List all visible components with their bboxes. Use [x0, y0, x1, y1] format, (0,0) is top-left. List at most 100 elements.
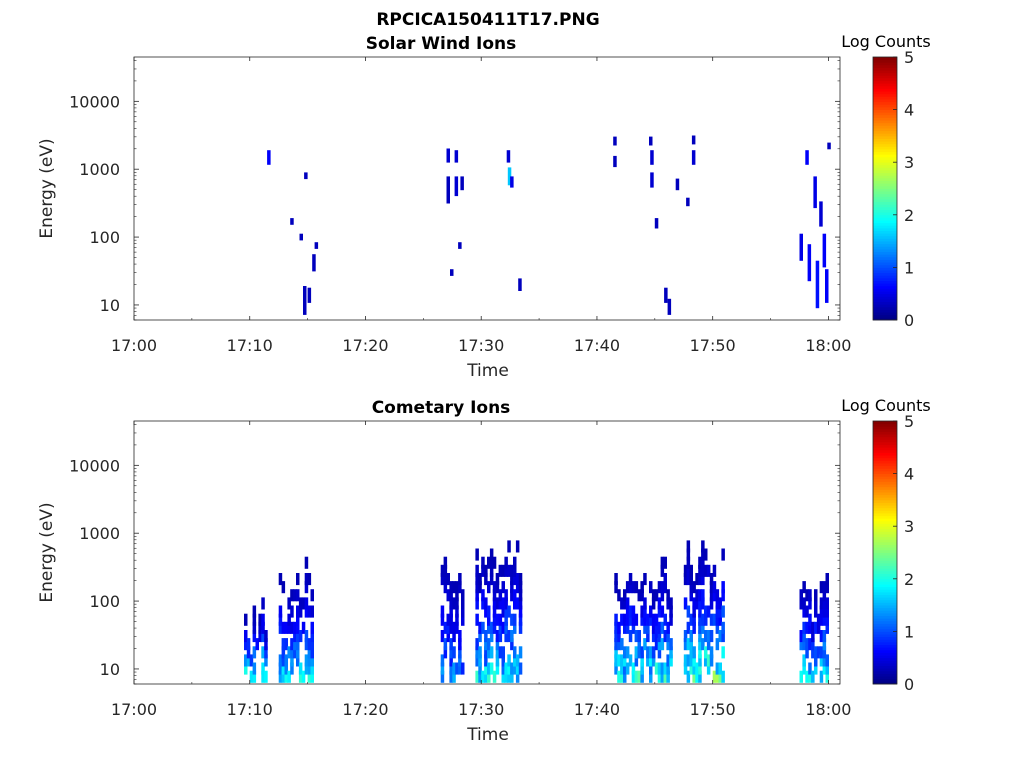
colorbar-segment [873, 78, 897, 82]
heatmap-cell [307, 654, 312, 667]
heatmap-cell [695, 573, 699, 586]
heatmap-cell [261, 670, 265, 683]
heatmap-cell [715, 605, 720, 618]
heatmap-cell [643, 597, 647, 610]
heatmap-cell [478, 581, 482, 594]
heatmap-cell [623, 621, 627, 634]
colorbar-segment [873, 431, 897, 435]
heatmap-cell [449, 670, 453, 683]
heatmap-cell [617, 621, 621, 634]
colorbar-segment [873, 607, 897, 611]
heatmap-cell [666, 670, 670, 683]
heatmap-cell [281, 670, 286, 683]
heatmap-cell [715, 597, 720, 610]
heatmap-cell [686, 540, 691, 553]
heatmap-cell [686, 556, 691, 569]
heatmap-cell [631, 662, 636, 675]
heatmap-cell [669, 654, 673, 667]
colorbar-segment [873, 109, 897, 113]
heatmap-cell [649, 654, 653, 667]
heatmap-cell [489, 630, 494, 643]
colorbar-segment [873, 536, 897, 540]
heatmap-cell [663, 630, 667, 643]
colorbar-tick-label: 5 [904, 412, 914, 431]
colorbar-segment [873, 644, 897, 648]
colorbar-tick-label: 5 [904, 48, 914, 67]
heatmap-cell [501, 597, 505, 610]
colorbar-segment [873, 510, 897, 514]
heatmap-cell [489, 548, 494, 561]
heatmap-cell [446, 176, 450, 204]
heatmap-cell [504, 662, 508, 675]
heatmap-cell [802, 654, 806, 667]
heatmap-cell [249, 670, 254, 683]
colorbar-frame [872, 56, 898, 321]
heatmap-cell [698, 662, 702, 675]
colorbar-segment [873, 101, 897, 105]
y-tick-label: 10000 [69, 92, 120, 111]
heatmap-cell [701, 638, 705, 651]
heatmap-cell [515, 670, 520, 683]
heatmap-cell [695, 589, 699, 602]
heatmap-cell [721, 621, 725, 634]
y-tick-label: 10000 [69, 456, 120, 475]
colorbar-segment [873, 293, 897, 297]
heatmap-cell [819, 581, 824, 594]
heatmap-cell [721, 605, 725, 618]
heatmap-cell [261, 662, 265, 675]
heatmap-cell [718, 613, 722, 626]
heatmap-cell [669, 638, 673, 651]
colorbar-segment [873, 275, 897, 279]
colorbar-segment [873, 681, 897, 685]
colorbar-segment [873, 201, 897, 205]
heatmap-cell [666, 589, 670, 602]
heatmap-cell [244, 662, 248, 675]
heatmap-cell [825, 654, 829, 667]
heatmap-cell [290, 218, 294, 225]
heatmap-cell [822, 581, 827, 594]
colorbar-segment [873, 117, 897, 121]
colorbar-segment [873, 547, 897, 551]
colorbar-segment [873, 478, 897, 482]
heatmap-cell [692, 621, 696, 634]
heatmap-cell [692, 662, 696, 675]
colorbar-segment [873, 64, 897, 68]
heatmap-cell [631, 621, 636, 634]
heatmap-cell [475, 589, 479, 602]
colorbar-segment [873, 465, 897, 469]
colorbar-segment [873, 248, 897, 253]
heatmap-cell [461, 662, 465, 675]
heatmap-cell [698, 670, 702, 683]
colorbar-segment [873, 499, 897, 503]
heatmap-cell [518, 662, 523, 675]
heatmap-cell [718, 670, 722, 683]
heatmap-cell [458, 646, 462, 659]
heatmap-cell [706, 605, 711, 618]
heatmap-cell [484, 630, 488, 643]
heatmap-cell [281, 646, 286, 659]
heatmap-cell [261, 621, 265, 634]
heatmap-cell [808, 613, 812, 626]
heatmap-cell [495, 573, 500, 586]
heatmap-cell [827, 142, 831, 150]
heatmap-cell [307, 662, 312, 675]
heatmap-cell [484, 670, 488, 683]
colorbar-segment [873, 162, 897, 166]
heatmap-cell [507, 540, 511, 553]
x-axis-label: Time [466, 725, 509, 745]
colorbar-segment [873, 280, 897, 284]
colorbar-segment [873, 528, 897, 532]
heatmap-cell [805, 638, 809, 651]
x-tick-label: 18:00 [805, 336, 851, 355]
heatmap-cell [489, 646, 494, 659]
x-tick-label: 18:00 [805, 700, 851, 719]
colorbar-segment [873, 639, 897, 643]
heatmap-cell [620, 670, 624, 683]
heatmap-cell [625, 613, 630, 626]
heatmap-cell [513, 597, 517, 610]
heatmap-cell [487, 662, 491, 675]
heatmap-cell [287, 597, 291, 610]
heatmap-cell [298, 670, 303, 683]
heatmap-cell [244, 638, 248, 651]
